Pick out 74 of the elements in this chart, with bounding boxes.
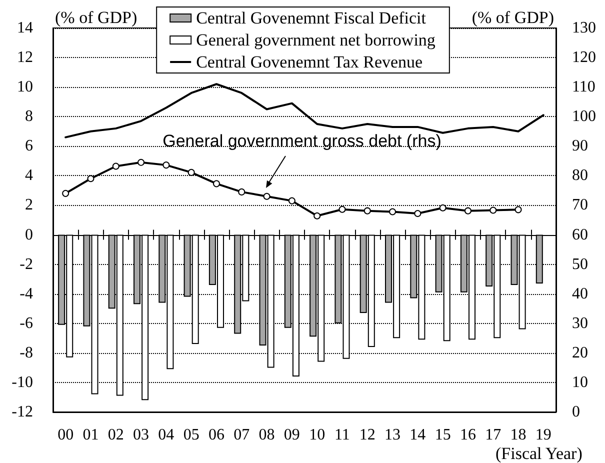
y-axis-title: (% of GDP) [55,8,138,27]
point [112,162,120,170]
y-tick-label: 12 [17,49,33,66]
y-tick-label: -8 [20,344,33,362]
legend-label: Central Govenemnt Fiscal Deficit [196,8,426,28]
point [364,207,371,214]
x-tick-label: 13 [384,426,401,444]
x-tick-label: 12 [359,426,376,444]
point [162,162,170,169]
y-tick-label: 2 [25,196,33,214]
point [87,175,94,182]
point [212,180,220,188]
y-tick-label: 0 [25,226,33,244]
x-tick-label: 02 [108,426,124,444]
y2-tick-label: 110 [572,78,596,96]
x-tick-label: 19 [535,426,552,444]
x-tick-label: 01 [82,426,99,444]
point [464,207,472,214]
point [62,190,70,197]
y-tick-label: -10 [12,374,33,391]
y2-axis-title: (% of GDP) [472,8,554,27]
point [188,168,195,176]
y2-tick-label: 60 [572,226,588,244]
x-tick-label: 14 [410,426,426,444]
y-tick-label: 14 [17,20,33,36]
x-tick-label: 05 [183,426,200,444]
x-tick-label: 09 [284,426,300,444]
x-tick-label: 16 [460,426,476,444]
x-axis-title: (Fiscal Year) [495,444,582,463]
y-tick-label: -2 [20,256,33,273]
y2-tick-label: 30 [572,314,588,332]
point [263,192,270,200]
y2-tick-label: 80 [572,167,588,184]
point [439,204,446,212]
x-tick-label: 04 [158,426,174,444]
point [490,206,497,214]
x-tick-label: 06 [208,426,224,444]
y2-tick-label: 20 [572,344,588,362]
x-tick-label: 15 [434,426,451,444]
y2-tick-label: 50 [572,256,588,273]
x-tick-label: 08 [258,426,275,444]
y2-tick-label: 10 [572,374,588,391]
x-tick-label: 17 [485,426,502,444]
point [514,206,522,214]
point [314,212,321,220]
x-tick-label: 11 [334,426,350,444]
point [414,210,422,217]
point [138,158,145,166]
y-tick-label: 10 [17,78,33,96]
y-tick-label: 4 [25,167,33,184]
y2-tick-label: 70 [572,196,588,214]
point [238,188,246,196]
legend-label: General government net borrowing [196,30,436,50]
legend-label: Central Govenemnt Tax Revenue [196,52,423,72]
point [389,208,396,216]
y2-tick-label: 130 [572,20,596,36]
x-tick-label: 07 [234,426,250,444]
y-tick-label: 8 [25,108,33,126]
y2-tick-label: 100 [572,108,596,126]
point [288,197,296,204]
annotation: General government gross debt (rhs) [162,132,442,150]
y-tick-label: 6 [25,138,33,155]
y-tick-label: -12 [12,404,33,420]
x-tick-label: 10 [309,426,326,444]
x-tick-label: 00 [58,426,74,444]
x-tick-label: 03 [133,426,150,444]
x-tick-label: 18 [510,426,526,444]
point [338,206,346,213]
y2-tick-label: 120 [572,49,596,66]
y2-tick-label: 90 [572,138,588,155]
y-tick-label: -6 [20,314,33,332]
y-tick-label: -4 [20,285,33,302]
y2-tick-label: 40 [572,285,588,302]
y2-tick-label: 0 [572,404,580,420]
